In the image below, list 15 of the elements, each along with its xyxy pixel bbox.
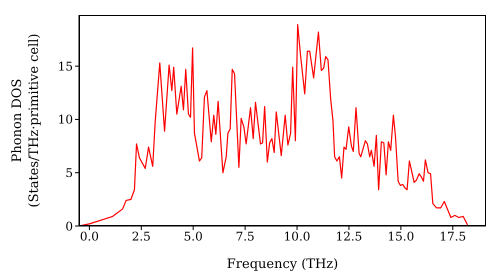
x-tick-label: 17.5 [439, 230, 466, 244]
x-tick-label: 10.0 [284, 230, 310, 244]
y-tick-label: 5 [65, 166, 73, 180]
y-axis-title: Phonon DOS (States/THz·primitive cell) [10, 33, 42, 208]
y-tick-label: 15 [58, 59, 73, 74]
x-tick-label: 5.0 [184, 230, 203, 244]
line-series [79, 24, 468, 226]
x-tick-label: 12.5 [336, 230, 362, 244]
x-tick-label: 7.5 [236, 230, 255, 244]
x-tick-label: 2.5 [132, 230, 151, 244]
y-tick-label: 10 [58, 112, 73, 127]
x-tick-label: 0.0 [80, 230, 99, 244]
x-tick-label: 15.0 [388, 230, 414, 244]
x-axis-title: Frequency (THz) [226, 257, 338, 272]
y-tick-label: 0 [65, 219, 73, 234]
